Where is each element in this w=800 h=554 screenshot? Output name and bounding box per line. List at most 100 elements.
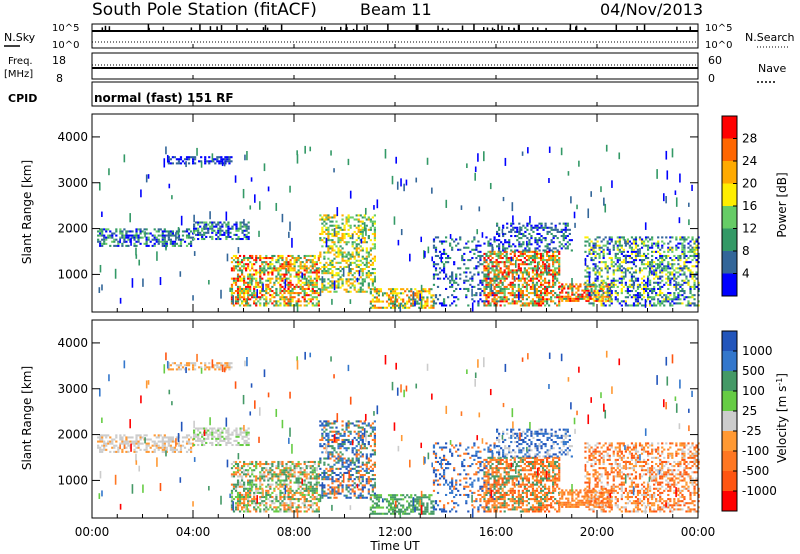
power-cell	[665, 269, 668, 272]
power-cell	[596, 240, 599, 243]
power-cell	[539, 300, 543, 303]
power-cell	[487, 294, 490, 297]
power-cell	[113, 240, 116, 243]
power-cell	[267, 302, 270, 305]
power-cell	[616, 248, 619, 251]
power-cell	[165, 230, 168, 233]
power-cell	[579, 295, 582, 298]
power-cell	[285, 273, 288, 276]
power-cell	[325, 286, 328, 289]
power-cell	[225, 229, 228, 232]
power-cell	[171, 162, 174, 165]
power-cell	[642, 267, 646, 270]
power-cell	[594, 292, 597, 295]
power-cell	[610, 290, 613, 293]
velocity-cell	[241, 431, 244, 434]
power-cell	[554, 259, 557, 262]
power-cell	[279, 277, 282, 280]
power-cell	[620, 246, 623, 249]
power-cell	[667, 246, 670, 249]
velocity-cell	[259, 477, 262, 480]
power-cell	[589, 285, 592, 288]
power-cell	[501, 298, 504, 301]
power-cell	[543, 298, 547, 301]
power-cell	[208, 160, 211, 163]
power-cell	[279, 298, 282, 301]
power-cell	[313, 292, 316, 295]
power-cell	[373, 286, 376, 289]
power-colorbar-label: Power [dB]	[775, 172, 789, 237]
power-cell	[287, 267, 290, 270]
power-cell	[646, 248, 650, 251]
power-cell	[365, 259, 368, 262]
power-cell	[269, 281, 272, 284]
power-cell	[311, 281, 314, 284]
power-ylabel: Slant Range [km]	[20, 160, 34, 264]
power-cell	[539, 252, 543, 255]
power-cell	[404, 304, 407, 307]
power-cell	[329, 268, 332, 271]
power-cell	[319, 255, 322, 258]
power-cell	[317, 271, 320, 274]
power-cell	[626, 296, 629, 299]
power-cell	[267, 283, 270, 286]
power-cell	[317, 277, 320, 280]
power-cell	[253, 287, 256, 290]
power-cell	[649, 279, 652, 282]
power-cell	[561, 283, 564, 286]
station-title: South Pole Station (fitACF)	[92, 0, 317, 20]
velocity-cell	[207, 429, 210, 432]
power-cell	[630, 304, 634, 307]
power-cell	[220, 156, 223, 159]
power-cell	[230, 287, 234, 290]
power-cell	[141, 230, 144, 233]
velocity-cell	[125, 446, 128, 449]
power-cell	[465, 271, 468, 274]
power-cell	[258, 230, 260, 237]
power-cell	[309, 300, 312, 303]
power-cell	[567, 293, 570, 296]
power-cell	[590, 287, 593, 290]
velocity-cell	[163, 446, 166, 449]
power-cell	[519, 279, 522, 282]
power-cell	[265, 290, 268, 293]
power-cell	[499, 285, 502, 288]
power-cell	[543, 300, 547, 303]
power-cell	[305, 261, 308, 264]
power-cell	[393, 216, 396, 225]
power-cell	[169, 162, 172, 165]
power-cell	[495, 254, 498, 257]
power-cell	[628, 246, 632, 249]
power-cell	[501, 252, 504, 255]
power-cell	[363, 290, 366, 293]
power-cell	[232, 292, 236, 295]
power-cell	[476, 229, 479, 235]
power-cell	[209, 221, 212, 224]
power-cell	[508, 241, 511, 244]
power-cell	[608, 267, 611, 270]
power-cell	[341, 253, 344, 256]
power-cell	[644, 254, 648, 257]
power-cell	[361, 216, 364, 219]
power-cell	[125, 240, 128, 243]
power-cell	[644, 290, 648, 293]
power-cell	[199, 225, 202, 228]
power-cell	[505, 300, 508, 303]
power-colorbar-label: 8	[742, 244, 750, 258]
power-cell	[610, 300, 613, 303]
power-cell	[518, 243, 521, 246]
power-cell	[552, 275, 555, 278]
power-cell	[365, 263, 368, 266]
power-cell	[359, 263, 362, 266]
power-cell	[398, 304, 401, 307]
velocity-cell	[153, 444, 156, 447]
power-cell	[145, 228, 148, 231]
velocity-cell	[115, 434, 118, 437]
power-cell	[177, 238, 181, 241]
power-cell	[339, 239, 342, 242]
velocity-cell	[247, 437, 250, 440]
power-cell	[279, 263, 282, 266]
power-cell	[525, 250, 528, 253]
power-cell	[616, 269, 619, 272]
power-cell	[356, 277, 359, 283]
